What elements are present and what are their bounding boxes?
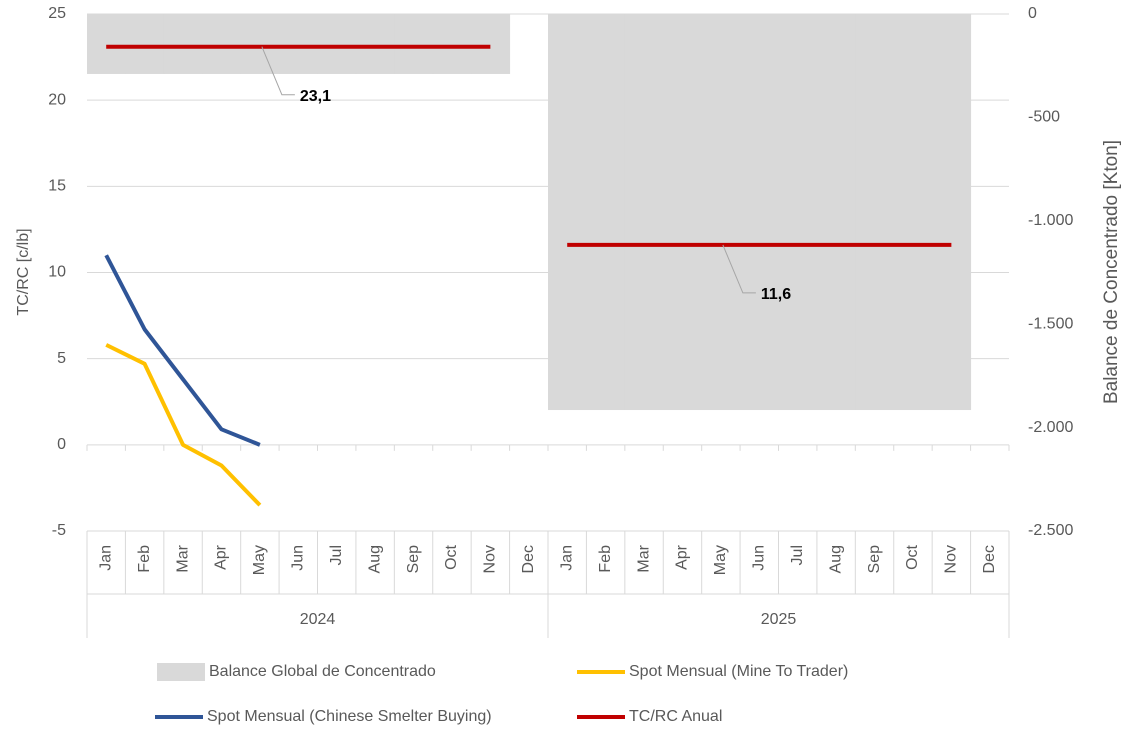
bar <box>432 14 472 74</box>
bar <box>893 14 933 411</box>
leader-line <box>261 46 295 96</box>
x-tick-label: Oct <box>443 544 460 569</box>
line <box>104 254 261 447</box>
y-tick-label: -5 <box>52 522 66 539</box>
y2-tick-label: -1.000 <box>1028 212 1073 229</box>
legend-label: Spot Mensual (Chinese Smelter Buying) <box>207 708 492 725</box>
bar <box>87 14 126 74</box>
y-tick-label: 0 <box>57 436 66 453</box>
bar <box>317 14 357 74</box>
bar <box>740 14 779 411</box>
y2-tick-label: 0 <box>1028 5 1037 22</box>
x-tick-label: May <box>251 545 268 575</box>
legend-label: Balance Global de Concentrado <box>209 663 436 680</box>
x-tick-label: Jul <box>789 545 806 565</box>
x-tick-label: Nov <box>482 545 499 573</box>
x-tick-label: Dec <box>520 545 537 573</box>
bar <box>855 14 895 411</box>
bar <box>816 14 856 411</box>
bar <box>202 14 242 74</box>
bar <box>125 14 165 74</box>
bar <box>394 14 434 74</box>
y-tick-label: 5 <box>57 350 66 367</box>
x-tick-label: Aug <box>366 545 383 573</box>
bar <box>471 14 511 74</box>
y2-tick-label: -500 <box>1028 109 1060 126</box>
y2-tick-label: -1.500 <box>1028 315 1073 332</box>
y-axis-title: TC/RC [c/lb] <box>15 228 32 315</box>
bar <box>240 14 280 74</box>
legend-swatch <box>157 663 205 681</box>
x-tick-label: Apr <box>674 544 691 570</box>
x-tick-label: Feb <box>136 545 153 573</box>
x-tick-label: Jun <box>290 545 307 571</box>
x-tick-label: Jul <box>328 545 345 565</box>
leader-line <box>722 244 756 294</box>
x-tick-label: Mar <box>635 544 652 572</box>
x-tick-label: May <box>712 545 729 575</box>
x-tick-label: Aug <box>827 545 844 573</box>
x-tick-label: Sep <box>866 545 883 574</box>
bar <box>279 14 318 74</box>
y2-tick-label: -2.500 <box>1028 522 1073 539</box>
y-tick-label: 20 <box>48 91 66 108</box>
bar <box>624 14 664 411</box>
data-label: 23,1 <box>300 88 331 105</box>
x-group-label: 2024 <box>300 611 336 628</box>
x-tick-label: Nov <box>943 545 960 573</box>
y-tick-label: 10 <box>48 264 66 281</box>
y-tick-label: 25 <box>48 5 66 22</box>
x-tick-label: Oct <box>904 544 921 569</box>
legend-label: TC/RC Anual <box>629 708 722 725</box>
bar <box>586 14 626 411</box>
y-tick-label: 15 <box>48 178 66 195</box>
legend-label: Spot Mensual (Mine To Trader) <box>629 663 848 680</box>
x-tick-label: Jan <box>558 545 575 571</box>
x-group-label: 2025 <box>761 611 797 628</box>
bar <box>701 14 741 411</box>
x-tick-label: Mar <box>174 544 191 572</box>
x-tick-label: Feb <box>597 545 614 573</box>
bar <box>932 14 972 411</box>
x-tick-label: Jun <box>751 545 768 571</box>
line <box>105 343 262 507</box>
y2-axis-title: Balance de Concentrado [Kton] <box>1101 140 1122 404</box>
bar <box>778 14 818 411</box>
bar <box>163 14 203 74</box>
x-tick-label: Dec <box>981 545 998 573</box>
bar <box>663 14 703 411</box>
bar <box>355 14 395 74</box>
y2-tick-label: -2.000 <box>1028 419 1073 436</box>
data-label: 11,6 <box>761 286 791 303</box>
line <box>106 44 952 247</box>
x-tick-label: Sep <box>405 545 422 574</box>
x-tick-label: Jan <box>97 545 114 571</box>
bar <box>548 14 587 411</box>
x-tick-label: Apr <box>213 544 230 570</box>
